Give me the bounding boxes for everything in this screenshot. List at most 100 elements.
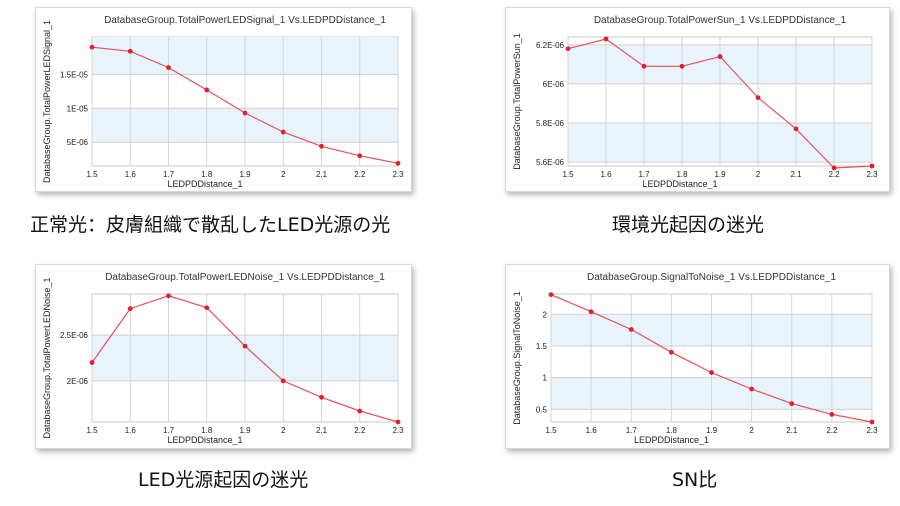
caption-led-noise: LED光源起因の迷光 bbox=[138, 469, 309, 491]
chart-title: DatabaseGroup.TotalPowerLEDNoise_1 Vs.LE… bbox=[105, 272, 385, 283]
data-point bbox=[565, 46, 571, 52]
data-point bbox=[319, 143, 324, 149]
x-tick-label: 2 bbox=[281, 170, 286, 179]
data-point bbox=[679, 63, 685, 69]
data-point bbox=[588, 309, 594, 315]
x-tick-label: 2.1 bbox=[786, 426, 798, 435]
y-tick-label: 1.5E-05 bbox=[60, 70, 89, 79]
data-point bbox=[755, 95, 761, 100]
x-tick-label: 2.2 bbox=[826, 426, 838, 435]
x-tick-label: 2.3 bbox=[392, 426, 404, 435]
x-tick-label: 2.1 bbox=[316, 426, 328, 435]
data-point bbox=[395, 160, 401, 166]
x-tick-label: 2 bbox=[749, 426, 754, 435]
chart-panel-signal: DatabaseGroup.TotalPowerLEDSignal_1 Vs.L… bbox=[35, 7, 412, 192]
x-tick-label: 2 bbox=[756, 170, 761, 179]
data-point bbox=[641, 63, 647, 69]
data-point bbox=[204, 305, 210, 311]
x-axis-label: LEDPDDistance_1 bbox=[167, 179, 242, 189]
y-axis-label: DatabaseGroup.TotalPowerLEDNoise_1 bbox=[42, 277, 52, 438]
y-tick-label: 2.5E-06 bbox=[60, 331, 89, 340]
data-point bbox=[166, 65, 171, 70]
data-point bbox=[204, 87, 210, 93]
x-axis-label: LEDPDDistance_1 bbox=[642, 179, 717, 189]
x-tick-label: 1.5 bbox=[545, 426, 557, 435]
x-tick-label: 1.5 bbox=[86, 170, 98, 179]
x-tick-label: 1.7 bbox=[163, 170, 175, 179]
data-point bbox=[242, 110, 248, 116]
data-point bbox=[357, 408, 363, 414]
y-tick-label: 5E-06 bbox=[67, 138, 89, 147]
x-tick-label: 1.7 bbox=[638, 170, 650, 179]
chart-led-noise: DatabaseGroup.TotalPowerLEDNoise_1 Vs.LE… bbox=[42, 272, 404, 445]
x-tick-label: 1.6 bbox=[125, 426, 137, 435]
data-point bbox=[831, 165, 837, 171]
data-point bbox=[709, 370, 714, 375]
y-tick-label: 0.5 bbox=[536, 405, 548, 414]
x-tick-label: 1.9 bbox=[239, 426, 251, 435]
chart-snr: DatabaseGroup.SignalToNoise_1 Vs.LEDPDDi… bbox=[512, 272, 878, 445]
x-tick-label: 1.7 bbox=[626, 426, 638, 435]
chart-title: DatabaseGroup.TotalPowerLEDSignal_1 Vs.L… bbox=[104, 15, 386, 26]
y-tick-label: 2E-06 bbox=[67, 377, 89, 386]
data-point bbox=[628, 327, 634, 332]
data-point bbox=[89, 44, 95, 50]
data-point bbox=[357, 153, 363, 159]
chart-sun: DatabaseGroup.TotalPowerSun_1 Vs.LEDPDDi… bbox=[512, 15, 878, 189]
chart-panel-snr: DatabaseGroup.SignalToNoise_1 Vs.LEDPDDi… bbox=[505, 264, 890, 449]
y-axis-label: DatabaseGroup.TotalPowerLEDSignal_1 bbox=[42, 20, 52, 183]
x-tick-label: 1.8 bbox=[666, 426, 678, 435]
caption-signal: 正常光：皮膚組織で散乱したLED光源の光 bbox=[30, 214, 391, 236]
data-point bbox=[280, 378, 286, 384]
chart-title: DatabaseGroup.SignalToNoise_1 Vs.LEDPDDi… bbox=[587, 272, 836, 283]
data-point bbox=[127, 306, 133, 312]
x-axis-label: LEDPDDistance_1 bbox=[634, 435, 709, 445]
x-tick-label: 2.1 bbox=[316, 170, 328, 179]
y-tick-label: 1E-05 bbox=[67, 104, 89, 113]
x-tick-label: 1.5 bbox=[86, 426, 98, 435]
data-point bbox=[89, 360, 95, 365]
y-axis-label: DatabaseGroup.TotalPowerSun_1 bbox=[512, 33, 522, 170]
chart-panel-led-noise: DatabaseGroup.TotalPowerLEDNoise_1 Vs.LE… bbox=[35, 264, 412, 449]
data-point bbox=[127, 48, 133, 54]
data-point bbox=[789, 401, 795, 407]
data-point bbox=[280, 129, 286, 135]
data-point bbox=[869, 419, 875, 425]
data-point bbox=[869, 163, 875, 169]
data-point bbox=[166, 293, 171, 299]
x-tick-label: 1.7 bbox=[163, 426, 175, 435]
y-tick-label: 2 bbox=[543, 310, 548, 319]
chart-panel-sun: DatabaseGroup.TotalPowerSun_1 Vs.LEDPDDi… bbox=[505, 7, 890, 192]
x-tick-label: 2.3 bbox=[392, 170, 404, 179]
x-tick-label: 2.1 bbox=[790, 170, 802, 179]
y-tick-label: 1 bbox=[543, 374, 548, 383]
x-tick-label: 1.8 bbox=[676, 170, 688, 179]
data-point bbox=[603, 36, 609, 42]
caption-sun: 環境光起因の迷光 bbox=[612, 214, 765, 236]
x-tick-label: 1.6 bbox=[125, 170, 137, 179]
x-tick-label: 2.2 bbox=[354, 170, 366, 179]
x-tick-label: 1.8 bbox=[201, 170, 213, 179]
x-tick-label: 2.3 bbox=[866, 170, 878, 179]
data-point bbox=[717, 54, 723, 59]
x-tick-label: 1.6 bbox=[600, 170, 612, 179]
x-axis-label: LEDPDDistance_1 bbox=[167, 435, 242, 445]
x-tick-label: 1.9 bbox=[714, 170, 726, 179]
x-tick-label: 1.9 bbox=[239, 170, 251, 179]
data-point bbox=[548, 292, 554, 298]
x-tick-label: 1.6 bbox=[586, 426, 598, 435]
data-point bbox=[829, 411, 835, 417]
chart-signal: DatabaseGroup.TotalPowerLEDSignal_1 Vs.L… bbox=[42, 15, 404, 189]
x-tick-label: 1.9 bbox=[706, 426, 718, 435]
data-point bbox=[395, 419, 401, 425]
x-tick-label: 2.2 bbox=[354, 426, 366, 435]
data-point bbox=[242, 343, 248, 349]
y-tick-label: 5.8E-06 bbox=[536, 119, 565, 128]
y-tick-label: 1.5 bbox=[536, 342, 548, 351]
y-tick-label: 6.2E-06 bbox=[536, 41, 565, 50]
y-tick-label: 6E-06 bbox=[543, 80, 565, 89]
y-tick-label: 5.6E-06 bbox=[536, 158, 565, 167]
chart-title: DatabaseGroup.TotalPowerSun_1 Vs.LEDPDDi… bbox=[594, 15, 847, 26]
x-tick-label: 2.2 bbox=[828, 170, 840, 179]
caption-snr: SN比 bbox=[672, 469, 718, 491]
